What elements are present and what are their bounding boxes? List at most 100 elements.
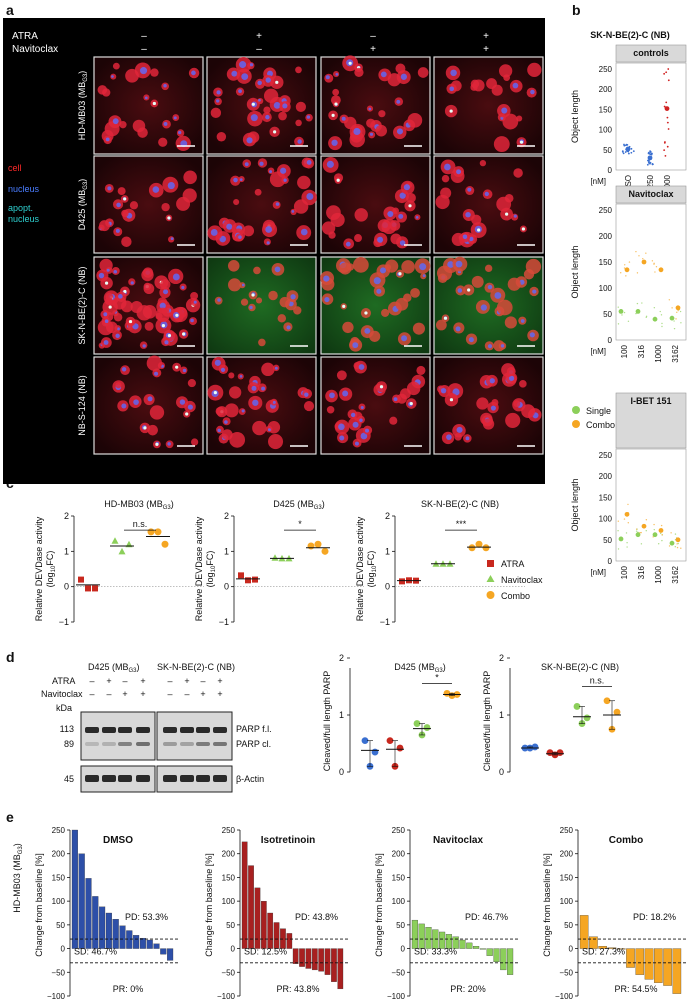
parp-point <box>396 744 404 752</box>
blot-atra-sign: + <box>140 676 145 686</box>
microscopy-image <box>433 356 544 455</box>
cell-blob <box>117 187 126 196</box>
data-point <box>639 531 641 534</box>
nucleus-blob <box>444 163 451 171</box>
actin-band <box>163 775 177 782</box>
apoptotic-nucleus <box>143 426 147 430</box>
nucleus-blob <box>364 428 370 433</box>
cell-blob <box>155 307 171 323</box>
nucleus-blob <box>352 342 359 349</box>
nucleus-blob <box>107 186 112 191</box>
data-point <box>657 543 660 545</box>
significance-label: * <box>435 673 439 683</box>
apoptotic-nucleus <box>379 385 384 389</box>
waterfall-bar <box>644 948 654 980</box>
cell-blob <box>183 170 197 185</box>
waterfall-bar <box>616 948 626 950</box>
apoptotic-nucleus <box>342 304 346 308</box>
nucleus-blob <box>239 61 247 69</box>
data-point <box>626 143 629 146</box>
data-point <box>625 144 627 147</box>
cell-blob <box>224 403 239 418</box>
y-axis-label: Change from baseline [%] <box>204 853 214 957</box>
nucleus-blob <box>214 359 221 366</box>
parp-fl-band <box>163 727 177 733</box>
cell-blob <box>253 266 261 275</box>
nucleus-blob <box>147 396 153 402</box>
nucleus-blob <box>501 107 508 114</box>
sd-label: SD: 12.5% <box>244 946 287 956</box>
blot-treatment-signs: – + – + – + – + – – + + – – + + <box>89 676 222 699</box>
cell-blob <box>513 400 521 408</box>
nucleus-blob <box>297 139 302 144</box>
cell-line-label: NB-S-124 (NB) <box>77 375 87 436</box>
y-tick-label: 50 <box>603 310 612 319</box>
nucleus-blob <box>465 211 471 218</box>
cell-blob <box>523 269 535 280</box>
parp-cl-band <box>213 742 227 746</box>
cell-blob <box>369 330 381 342</box>
apoptotic-nucleus <box>408 204 412 208</box>
parp-fl-band <box>118 727 132 733</box>
waterfall-bar <box>589 936 598 949</box>
waterfall-bar <box>493 948 500 963</box>
band-label-cl: PARP cl. <box>236 739 271 749</box>
blot-navitoclax-sign: – <box>106 689 111 699</box>
nucleus-blob <box>178 130 182 135</box>
microscopy-image <box>320 256 431 355</box>
cell-blob <box>326 205 341 220</box>
data-point <box>635 312 637 315</box>
data-point <box>624 264 626 266</box>
legend-combo-marker-c <box>486 591 495 599</box>
mean-point <box>652 316 658 322</box>
atra-point <box>245 577 251 584</box>
mean-point <box>664 106 670 111</box>
mean-point <box>647 155 653 161</box>
cell-blob <box>227 278 242 292</box>
parp-fl-band <box>102 727 116 733</box>
nucleus-blob <box>290 294 296 300</box>
nucleus-blob <box>400 73 408 80</box>
data-point <box>680 547 682 549</box>
cell-blob <box>516 115 523 122</box>
parp-cl-band <box>196 742 210 746</box>
cell-blob <box>527 62 542 78</box>
cell-blob <box>141 268 154 282</box>
nucleus-blob <box>450 69 457 77</box>
y-tick-label: 200 <box>560 850 574 859</box>
y-tick-label: 150 <box>52 873 66 882</box>
x-tick-label: 1000 <box>654 344 663 362</box>
cell-blob <box>496 196 512 212</box>
chart-title: Combo <box>609 835 643 846</box>
nucleus-blob <box>440 387 447 394</box>
nucleus-blob <box>173 116 177 120</box>
blot-atra-sign: + <box>217 676 222 686</box>
blot-membrane-d425 <box>80 711 156 761</box>
y-tick-label: −50 <box>51 968 65 977</box>
plot-area <box>615 448 687 562</box>
y-tick-label: 250 <box>52 826 66 835</box>
atra-point <box>252 576 258 583</box>
cell-blob <box>507 277 521 291</box>
data-point <box>640 531 642 534</box>
object-length-chart: controls 0 50 100 150 200 250 Object length [nM]… <box>570 44 687 199</box>
waterfall-bar <box>292 948 299 964</box>
band-label-actin: β-Actin <box>236 774 264 784</box>
microscopy-image <box>433 256 544 355</box>
waterfall-chart: Combo −100 −50 0 50 100 150 200 250 Change from b… <box>542 826 686 1001</box>
x-tick-label: 250 <box>646 174 655 188</box>
data-point <box>653 523 655 526</box>
cell-blob <box>263 88 279 103</box>
nucleus-blob <box>239 178 243 182</box>
nucleus-blob <box>490 405 496 411</box>
nucleus-blob <box>339 435 345 441</box>
data-point <box>653 262 655 265</box>
y-tick-label: 0 <box>608 166 613 175</box>
image-background <box>433 256 544 355</box>
parp-point <box>531 743 539 751</box>
kda-89: 89 <box>64 739 74 749</box>
nucleus-blob <box>415 216 419 219</box>
data-point <box>627 503 629 506</box>
waterfall-bar <box>299 948 305 967</box>
y-axis-label-unit: (log10FC) <box>366 551 378 588</box>
